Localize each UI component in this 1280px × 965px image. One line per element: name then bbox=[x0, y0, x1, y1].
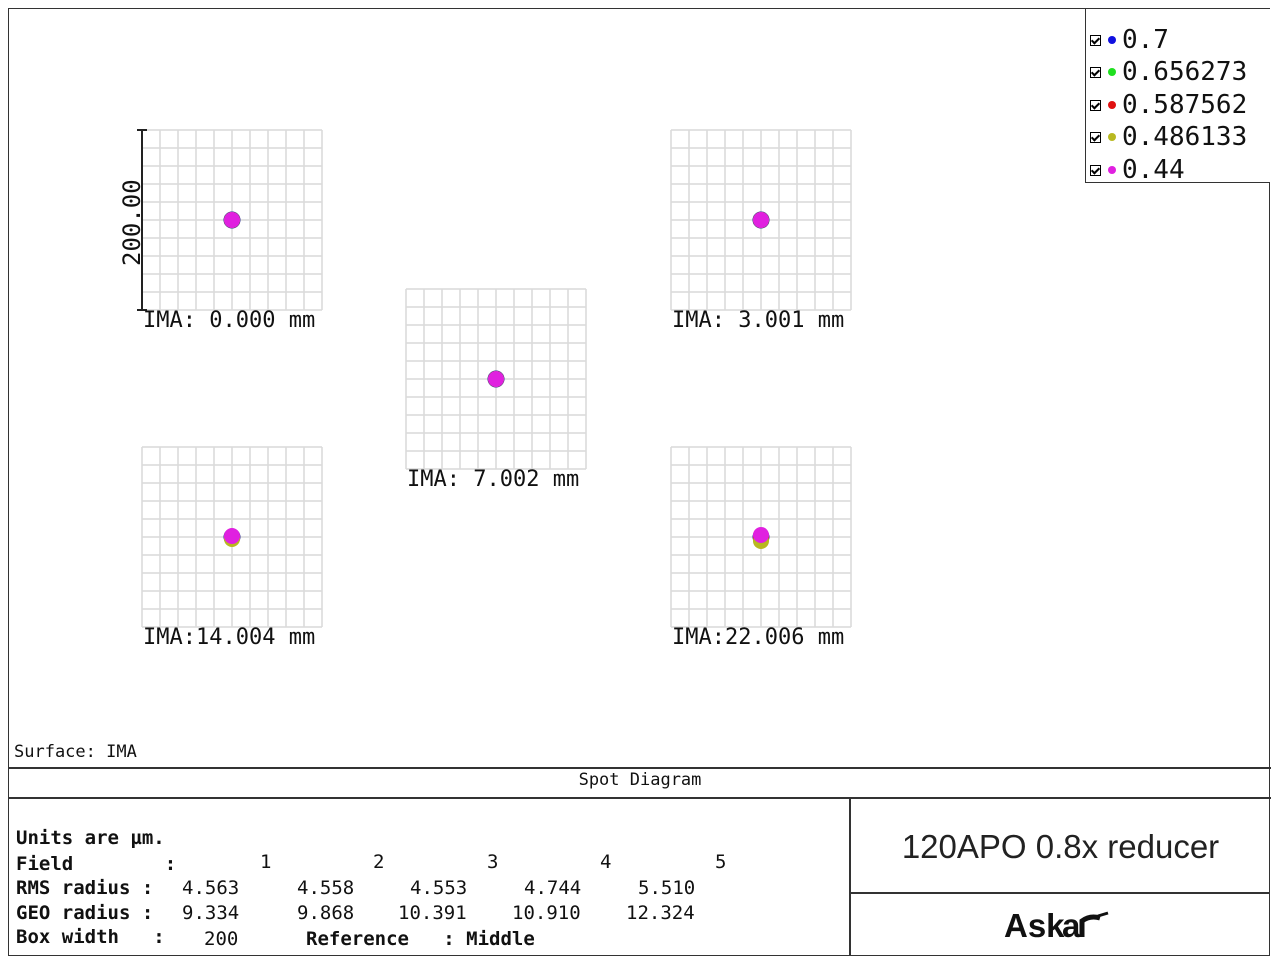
legend-item[interactable]: 0.44 bbox=[1090, 155, 1185, 185]
legend-label: 0.656273 bbox=[1122, 57, 1248, 87]
color-dot-icon bbox=[1108, 133, 1116, 141]
checkbox-icon[interactable] bbox=[1090, 99, 1101, 111]
divider bbox=[9, 797, 1271, 799]
rms-value: 4.553 bbox=[410, 877, 468, 899]
system-title: 120APO 0.8x reducer bbox=[901, 827, 1220, 865]
spot-point bbox=[488, 371, 504, 387]
box-width-label: Box width : bbox=[16, 926, 165, 948]
color-dot-icon bbox=[1108, 68, 1116, 76]
geo-value: 10.391 bbox=[398, 902, 467, 924]
askar-logo-icon: Ask a bbox=[1004, 907, 1108, 944]
rms-label: RMS radius : bbox=[16, 877, 154, 899]
box-scale-label: 200.00 bbox=[118, 179, 146, 266]
geo-value: 9.334 bbox=[182, 902, 240, 924]
legend-item[interactable]: 0.656273 bbox=[1090, 57, 1247, 87]
field-label-4: IMA:14.004 mm bbox=[143, 625, 316, 650]
legend-item[interactable]: 0.587562 bbox=[1090, 90, 1247, 120]
svg-text:Ask: Ask bbox=[1004, 907, 1065, 944]
spot-grid-3 bbox=[405, 288, 587, 470]
spot-grid-4 bbox=[141, 446, 323, 628]
color-dot-icon bbox=[1108, 101, 1116, 109]
wavelength-legend: 0.7 0.656273 0.587562 0.486133 0.44 bbox=[1085, 9, 1270, 185]
field-number: 5 bbox=[715, 851, 727, 873]
box-width-value: 200 bbox=[204, 928, 239, 950]
checkbox-icon[interactable] bbox=[1090, 66, 1101, 78]
rms-value: 4.558 bbox=[297, 877, 355, 899]
legend-label: 0.486133 bbox=[1122, 122, 1248, 152]
spot-grid-2 bbox=[670, 129, 852, 311]
spot-grid-1 bbox=[141, 129, 323, 311]
spot-point bbox=[753, 212, 769, 228]
checkbox-icon[interactable] bbox=[1090, 34, 1101, 46]
spot-point bbox=[224, 212, 240, 228]
rms-value: 4.563 bbox=[182, 877, 240, 899]
legend-item[interactable]: 0.7 bbox=[1090, 25, 1169, 55]
svg-text:a: a bbox=[1062, 907, 1081, 944]
diagram-frame bbox=[8, 8, 1270, 956]
field-number: 3 bbox=[487, 851, 499, 873]
checkbox-icon[interactable] bbox=[1090, 131, 1101, 143]
askar-logo: Ask a bbox=[851, 894, 1270, 956]
field-header: Field : bbox=[16, 853, 177, 875]
field-number: 1 bbox=[260, 851, 272, 873]
surface-label: Surface: IMA bbox=[14, 742, 137, 762]
legend-item[interactable]: 0.486133 bbox=[1090, 122, 1247, 152]
field-number: 2 bbox=[373, 851, 385, 873]
checkbox-icon[interactable] bbox=[1090, 164, 1101, 176]
field-label-3: IMA: 7.002 mm bbox=[407, 467, 580, 492]
divider bbox=[849, 798, 851, 956]
legend-label: 0.587562 bbox=[1122, 90, 1248, 120]
spot-point bbox=[753, 527, 769, 543]
spot-point bbox=[224, 528, 240, 544]
legend-label: 0.7 bbox=[1122, 25, 1169, 55]
divider bbox=[850, 892, 1270, 894]
field-number: 4 bbox=[600, 851, 612, 873]
color-dot-icon bbox=[1108, 36, 1116, 44]
reference-label: Reference : Middle bbox=[306, 928, 535, 950]
rms-value: 4.744 bbox=[524, 877, 582, 899]
divider bbox=[9, 767, 1271, 769]
diagram-title: Spot Diagram bbox=[578, 770, 702, 790]
legend-label: 0.44 bbox=[1122, 155, 1185, 185]
geo-value: 10.910 bbox=[512, 902, 581, 924]
geo-value: 12.324 bbox=[626, 902, 695, 924]
rms-value: 5.510 bbox=[638, 877, 696, 899]
units-line: Units are µm. bbox=[16, 827, 165, 849]
field-label-5: IMA:22.006 mm bbox=[672, 625, 845, 650]
field-label-1: IMA: 0.000 mm bbox=[143, 308, 316, 333]
field-label-2: IMA: 3.001 mm bbox=[672, 308, 845, 333]
geo-label: GEO radius : bbox=[16, 902, 154, 924]
geo-value: 9.868 bbox=[297, 902, 355, 924]
color-dot-icon bbox=[1108, 166, 1116, 174]
